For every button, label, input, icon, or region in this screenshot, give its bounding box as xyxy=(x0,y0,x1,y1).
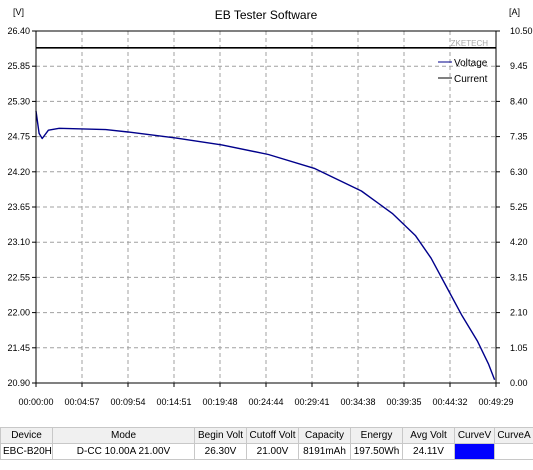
legend: Voltage Current xyxy=(438,58,488,85)
right-axis-tick-label: 0.00 xyxy=(510,378,528,388)
series-layer xyxy=(35,46,496,381)
left-axis-tick-label: 25.85 xyxy=(7,61,30,71)
cell-device: EBC-B20H xyxy=(0,443,53,460)
left-axis-tick-label: 22.00 xyxy=(7,308,30,318)
right-axis-tick-label: 10.50 xyxy=(510,26,533,36)
left-axis-tick-label: 22.55 xyxy=(7,272,30,282)
plot-border xyxy=(35,30,497,384)
watermark-text: ZKETECH xyxy=(451,39,489,48)
status-table: Device Mode Begin Volt Cutoff Volt Capac… xyxy=(0,427,533,460)
header-device: Device xyxy=(0,427,53,444)
right-axis-tick-label: 2.10 xyxy=(510,308,528,318)
left-axis-tick-label: 26.40 xyxy=(7,26,30,36)
cell-capacity: 8191mAh xyxy=(298,443,351,460)
right-axis-tick-label: 1.05 xyxy=(510,343,528,353)
x-axis-tick-label: 00:19:48 xyxy=(202,397,237,407)
voltage-line xyxy=(35,110,496,381)
left-axis-tick-label: 25.30 xyxy=(7,96,30,106)
table-row[interactable]: EBC-B20H D-CC 10.00A 21.00V 26.30V 21.00… xyxy=(0,443,533,460)
header-mode: Mode xyxy=(52,427,195,444)
x-axis-tick-label: 00:49:29 xyxy=(478,397,513,407)
header-begin-volt: Begin Volt xyxy=(194,427,247,444)
header-energy: Energy xyxy=(350,427,403,444)
header-capacity: Capacity xyxy=(298,427,351,444)
x-axis-tick-label: 00:09:54 xyxy=(110,397,145,407)
header-curve-v: CurveV xyxy=(454,427,495,444)
cell-cutoff-volt: 21.00V xyxy=(246,443,299,460)
right-axis-tick-label: 7.35 xyxy=(510,132,528,142)
x-axis-tick-label: 00:29:41 xyxy=(294,397,329,407)
curve-a-color-swatch[interactable] xyxy=(494,443,533,460)
right-axis-tick-label: 9.45 xyxy=(510,61,528,71)
grid-lines xyxy=(36,31,496,383)
x-axis-tick-label: 00:24:44 xyxy=(248,397,283,407)
cell-begin-volt: 26.30V xyxy=(194,443,247,460)
voltage-current-chart: EB Tester Software [V] [A] 26.40 10.50 25.… xyxy=(7,7,532,407)
header-cutoff-volt: Cutoff Volt xyxy=(246,427,299,444)
x-axis-tick-label: 00:44:32 xyxy=(432,397,467,407)
left-axis-tick-label: 24.20 xyxy=(7,167,30,177)
right-axis-tick-label: 4.20 xyxy=(510,237,528,247)
x-axis-tick-label: 00:14:51 xyxy=(156,397,191,407)
cell-avg-volt: 24.11V xyxy=(402,443,455,460)
cell-mode: D-CC 10.00A 21.00V xyxy=(52,443,195,460)
left-axis-tick-label: 23.10 xyxy=(7,237,30,247)
x-axis-tick-label: 00:34:38 xyxy=(340,397,375,407)
left-axis-tick-label: 24.75 xyxy=(7,132,30,142)
right-axis-tick-label: 8.40 xyxy=(510,96,528,106)
right-axis-tick-label: 5.25 xyxy=(510,202,528,212)
left-axis-tick-label: 20.90 xyxy=(7,378,30,388)
axis-ticks: 26.40 10.50 25.85 9.45 25.30 8.40 24.75 7.35 24.… xyxy=(7,26,532,407)
cell-energy: 197.50Wh xyxy=(350,443,403,460)
right-axis-tick-label: 3.15 xyxy=(510,272,528,282)
header-curve-a: CurveA xyxy=(494,427,533,444)
left-axis-tick-label: 23.65 xyxy=(7,202,30,212)
chart-area: EB Tester Software [V] [A] 26.40 10.50 25.… xyxy=(7,7,532,407)
legend-voltage-label: Voltage xyxy=(454,58,488,69)
x-axis-tick-label: 00:04:57 xyxy=(64,397,99,407)
chart-title: EB Tester Software xyxy=(215,8,318,22)
table-header-row: Device Mode Begin Volt Cutoff Volt Capac… xyxy=(0,427,533,444)
header-avg-volt: Avg Volt xyxy=(402,427,455,444)
left-axis-unit: [V] xyxy=(13,7,24,17)
left-axis-tick-label: 21.45 xyxy=(7,343,30,353)
curve-v-color-swatch[interactable] xyxy=(454,443,495,460)
right-axis-unit: [A] xyxy=(509,7,520,17)
x-axis-tick-label: 00:00:00 xyxy=(18,397,53,407)
right-axis-tick-label: 6.30 xyxy=(510,167,528,177)
x-axis-tick-label: 00:39:35 xyxy=(386,397,421,407)
legend-current-label: Current xyxy=(454,74,488,85)
